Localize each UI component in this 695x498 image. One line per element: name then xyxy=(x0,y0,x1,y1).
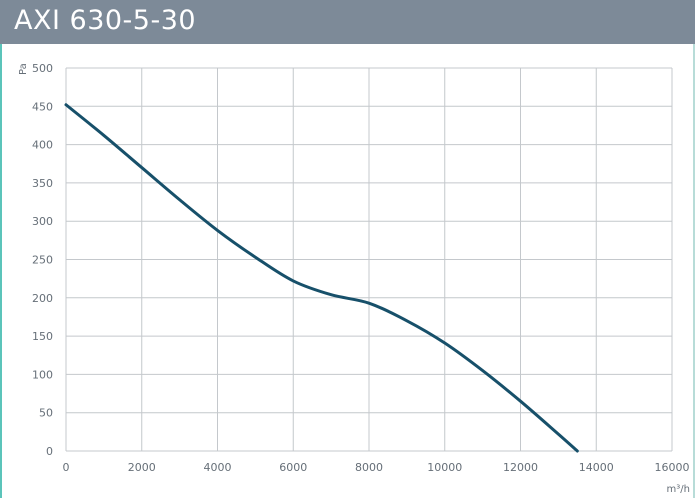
y-tick-label: 50 xyxy=(39,407,53,420)
x-tick-label: 8000 xyxy=(355,461,383,474)
x-tick-label: 10000 xyxy=(427,461,462,474)
x-tick-label: 14000 xyxy=(579,461,614,474)
y-tick-label: 100 xyxy=(32,368,53,381)
chart-series xyxy=(64,103,579,453)
y-tick-label: 500 xyxy=(32,62,53,75)
chart-grid xyxy=(65,67,673,452)
x-axis-label: m³/h xyxy=(667,484,690,495)
left-accent-rule xyxy=(0,44,2,498)
x-tick-label: 4000 xyxy=(204,461,232,474)
y-tick-label: 350 xyxy=(32,177,53,190)
x-tick-label: 16000 xyxy=(655,461,690,474)
x-tick-label: 6000 xyxy=(279,461,307,474)
y-axis-label: Pa xyxy=(18,63,29,75)
chart-tick-labels: 0 2000 4000 6000 8000 10000 12000 14000 16000 0 50… xyxy=(32,62,690,474)
chart-header: AXI 630-5-30 xyxy=(0,0,695,44)
right-accent-rule xyxy=(693,44,695,498)
y-tick-label: 250 xyxy=(32,254,53,267)
x-tick-label: 12000 xyxy=(503,461,538,474)
y-tick-label: 200 xyxy=(32,292,53,305)
chart-title: AXI 630-5-30 xyxy=(14,5,197,36)
y-tick-label: 150 xyxy=(32,330,53,343)
y-tick-label: 0 xyxy=(46,445,53,458)
fan-curve-line xyxy=(64,103,579,453)
x-tick-label: 0 xyxy=(63,461,70,474)
y-tick-label: 450 xyxy=(32,100,53,113)
y-tick-label: 300 xyxy=(32,215,53,228)
x-tick-label: 2000 xyxy=(128,461,156,474)
y-tick-label: 400 xyxy=(32,139,53,152)
